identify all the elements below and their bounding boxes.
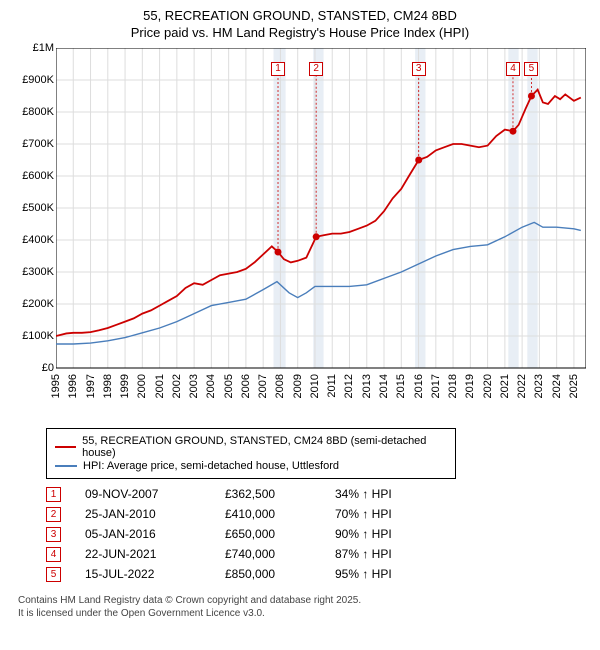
y-axis-label: £200K: [14, 298, 54, 310]
x-axis-label: 2024: [551, 374, 563, 398]
x-axis-label: 2006: [240, 374, 252, 398]
transaction-num: 4: [46, 547, 61, 562]
legend-label: HPI: Average price, semi-detached house,…: [83, 460, 339, 472]
x-axis-label: 1999: [119, 374, 131, 398]
chart-container: 55, RECREATION GROUND, STANSTED, CM24 8B…: [0, 0, 600, 630]
y-axis-label: £300K: [14, 266, 54, 278]
x-axis-label: 2008: [274, 374, 286, 398]
x-axis-label: 2009: [292, 374, 304, 398]
x-axis-label: 2001: [154, 374, 166, 398]
x-axis-label: 2005: [223, 374, 235, 398]
sale-marker: 2: [309, 62, 323, 76]
transaction-num: 3: [46, 527, 61, 542]
transaction-price: £410,000: [225, 507, 335, 521]
transaction-row: 4 22-JUN-2021£740,00087% ↑ HPI: [46, 547, 590, 562]
transaction-price: £850,000: [225, 567, 335, 581]
chart-title: 55, RECREATION GROUND, STANSTED, CM24 8B…: [10, 8, 590, 42]
y-axis-label: £900K: [14, 74, 54, 86]
transaction-num: 5: [46, 567, 61, 582]
legend-row: HPI: Average price, semi-detached house,…: [55, 460, 447, 472]
transaction-row: 1 09-NOV-2007£362,50034% ↑ HPI: [46, 487, 590, 502]
transaction-pct: 34% ↑ HPI: [335, 487, 465, 501]
sale-marker: 4: [506, 62, 520, 76]
transaction-date: 09-NOV-2007: [85, 487, 225, 501]
x-axis-label: 2018: [447, 374, 459, 398]
sale-marker: 5: [524, 62, 538, 76]
title-line2: Price paid vs. HM Land Registry's House …: [10, 25, 590, 42]
x-axis-label: 1997: [85, 374, 97, 398]
y-axis-label: £500K: [14, 202, 54, 214]
x-axis-label: 2014: [378, 374, 390, 398]
x-axis-label: 1998: [102, 374, 114, 398]
title-line1: 55, RECREATION GROUND, STANSTED, CM24 8B…: [10, 8, 590, 25]
transactions-table: 1 09-NOV-2007£362,50034% ↑ HPI 2 25-JAN-201…: [46, 487, 590, 582]
sale-marker: 3: [412, 62, 426, 76]
y-axis-label: £0: [14, 362, 54, 374]
legend-row: 55, RECREATION GROUND, STANSTED, CM24 8B…: [55, 435, 447, 459]
x-axis-label: 2023: [533, 374, 545, 398]
transaction-row: 2 25-JAN-2010£410,00070% ↑ HPI: [46, 507, 590, 522]
transaction-price: £650,000: [225, 527, 335, 541]
y-axis-label: £400K: [14, 234, 54, 246]
x-axis-label: 2004: [205, 374, 217, 398]
transaction-pct: 87% ↑ HPI: [335, 547, 465, 561]
transaction-pct: 70% ↑ HPI: [335, 507, 465, 521]
transaction-price: £362,500: [225, 487, 335, 501]
y-axis-label: £100K: [14, 330, 54, 342]
x-axis-label: 1996: [67, 374, 79, 398]
x-axis-label: 2003: [188, 374, 200, 398]
plot-svg: [56, 48, 586, 370]
x-axis-label: 2011: [326, 374, 338, 398]
footer: Contains HM Land Registry data © Crown c…: [18, 594, 590, 620]
x-axis-label: 2010: [309, 374, 321, 398]
x-axis-label: 2019: [464, 374, 476, 398]
transaction-num: 2: [46, 507, 61, 522]
legend-swatch: [55, 446, 76, 448]
transaction-date: 22-JUN-2021: [85, 547, 225, 561]
x-axis-label: 2015: [395, 374, 407, 398]
transaction-date: 15-JUL-2022: [85, 567, 225, 581]
sale-marker: 1: [271, 62, 285, 76]
transaction-row: 5 15-JUL-2022£850,00095% ↑ HPI: [46, 567, 590, 582]
x-axis-label: 2013: [361, 374, 373, 398]
chart-area: £0 £100K £200K £300K £400K £500K £600K £700K £80…: [10, 48, 590, 418]
transaction-date: 25-JAN-2010: [85, 507, 225, 521]
y-axis-label: £1M: [14, 42, 54, 54]
transaction-pct: 95% ↑ HPI: [335, 567, 465, 581]
footer-line2: It is licensed under the Open Government…: [18, 607, 590, 620]
x-axis-label: 2022: [516, 374, 528, 398]
x-axis-label: 2021: [499, 374, 511, 398]
footer-line1: Contains HM Land Registry data © Crown c…: [18, 594, 590, 607]
legend-swatch: [55, 465, 77, 467]
transaction-num: 1: [46, 487, 61, 502]
x-axis-label: 2017: [430, 374, 442, 398]
x-axis-label: 2020: [482, 374, 494, 398]
transaction-date: 05-JAN-2016: [85, 527, 225, 541]
y-axis-label: £600K: [14, 170, 54, 182]
x-axis-label: 1995: [50, 374, 62, 398]
transaction-row: 3 05-JAN-2016£650,00090% ↑ HPI: [46, 527, 590, 542]
x-axis-label: 2000: [136, 374, 148, 398]
x-axis-label: 2007: [257, 374, 269, 398]
y-axis-label: £700K: [14, 138, 54, 150]
legend-label: 55, RECREATION GROUND, STANSTED, CM24 8B…: [82, 435, 447, 459]
x-axis-label: 2002: [171, 374, 183, 398]
transaction-pct: 90% ↑ HPI: [335, 527, 465, 541]
y-axis-label: £800K: [14, 106, 54, 118]
x-axis-label: 2016: [413, 374, 425, 398]
x-axis-label: 2012: [343, 374, 355, 398]
legend: 55, RECREATION GROUND, STANSTED, CM24 8B…: [46, 428, 456, 479]
transaction-price: £740,000: [225, 547, 335, 561]
x-axis-label: 2025: [568, 374, 580, 398]
